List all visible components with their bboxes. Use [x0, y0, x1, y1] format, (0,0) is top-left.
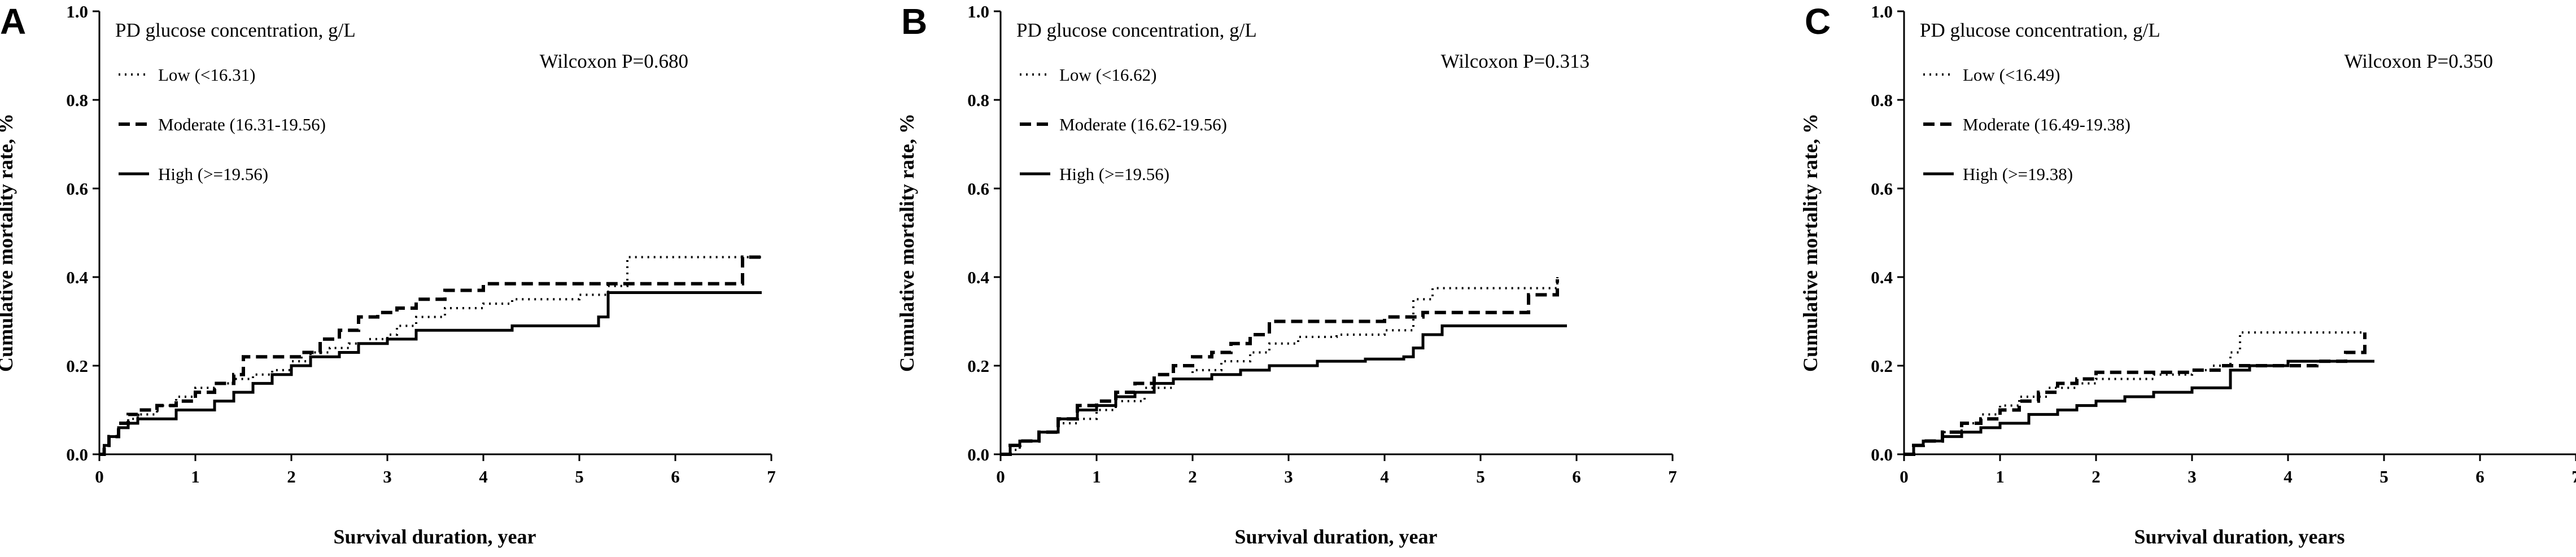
- panel-b-legend-label: Low (<16.62): [1059, 65, 1156, 85]
- panel-c-series-dashed: [1904, 332, 2367, 456]
- panel-c-x-axis-title: Survival duration, years: [2134, 525, 2344, 548]
- panel-a-x-tick-label: 2: [287, 467, 296, 486]
- panel-c-y-tick-label: 0.4: [1871, 267, 1893, 287]
- panel-c-y-tick-label: 0.0: [1871, 445, 1893, 464]
- panel-b-y-tick-label: 0.6: [967, 179, 989, 199]
- panel-c-y-tick-label: 0.2: [1871, 356, 1893, 376]
- panel-b-y-tick-label: 0.8: [967, 90, 989, 110]
- panel-c-legend-label: Low (<16.49): [1963, 65, 2060, 85]
- panel-a-x-tick-label: 6: [671, 467, 680, 486]
- panel-c-x-tick-label: 3: [2188, 467, 2197, 486]
- panel-b-series-dotted: [1001, 277, 1558, 455]
- panel-a-x-tick-label: 0: [95, 467, 104, 486]
- panel-c-x-tick-label: 6: [2475, 467, 2485, 486]
- panel-b-y-tick-label: 0.2: [967, 356, 989, 376]
- panel-c-x-tick-label: 7: [2571, 467, 2576, 486]
- panel-a-legend-label: Low (<16.31): [158, 65, 255, 85]
- panel-a-y-tick-label: 0.4: [66, 267, 88, 287]
- panel-c-y-tick-label: 1.0: [1871, 2, 1893, 21]
- panel-b-y-tick-label: 0.4: [967, 267, 989, 287]
- panel-c-x-tick-label: 2: [2092, 467, 2101, 486]
- panel-a-y-tick-label: 0.2: [66, 356, 88, 376]
- panel-c-pvalue: Wilcoxon P=0.350: [2344, 50, 2493, 72]
- panel-c-x-tick-label: 5: [2379, 467, 2389, 486]
- panel-c-legend-label: High (>=19.38): [1963, 164, 2073, 184]
- panel-b-y-tick-label: 1.0: [967, 2, 989, 21]
- panel-b: B 0.0 0.2 0.4 0.6 0.8 1.0 0 1 2 3 4 5 6 7 PD glucose c…: [896, 1, 1677, 548]
- panel-b-x-tick-label: 0: [996, 467, 1005, 486]
- panel-b-legend-label: Moderate (16.62-19.56): [1059, 115, 1227, 134]
- panel-c: C 0.0 0.2 0.4 0.6 0.8 1.0 0 1 2 3 4 5 6 7 PD glucose c…: [1799, 1, 2576, 548]
- panel-c-x-tick-label: 4: [2284, 467, 2293, 486]
- panel-c-letter: C: [1805, 1, 1831, 42]
- panel-c-legend-label: Moderate (16.49-19.38): [1963, 115, 2130, 134]
- panel-a-plot-area: 0.0 0.2 0.4 0.6 0.8 1.0 0 1 2 3 4 5 6 7 PD glucose con…: [66, 2, 776, 486]
- panel-b-plot-area: 0.0 0.2 0.4 0.6 0.8 1.0 0 1 2 3 4 5 6 7 PD glucose con…: [967, 2, 1677, 486]
- panel-b-series-dashed: [1001, 279, 1559, 456]
- panel-a-legend-label: High (>=19.56): [158, 164, 268, 184]
- panel-a-pvalue: Wilcoxon P=0.680: [540, 50, 688, 72]
- panel-a-legend-label: Moderate (16.31-19.56): [158, 115, 326, 134]
- panel-c-y-tick-label: 0.6: [1871, 179, 1893, 199]
- panel-c-x-tick-label: 0: [1900, 467, 1909, 486]
- panel-b-pvalue: Wilcoxon P=0.313: [1441, 50, 1590, 72]
- panel-a-series-dashed: [99, 255, 762, 456]
- panel-c-y-axis-title: Cumulative mortality rate, %: [1799, 113, 1822, 372]
- panel-a-y-tick-label: 0.8: [66, 90, 88, 110]
- panel-a-y-tick-label: 0.0: [66, 445, 88, 464]
- panel-a-y-tick-label: 0.6: [66, 179, 88, 199]
- panel-a-x-tick-label: 1: [191, 467, 200, 486]
- panel-c-series-dotted: [1904, 331, 2365, 455]
- panel-c-y-tick-label: 0.8: [1871, 90, 1893, 110]
- panel-b-x-tick-label: 7: [1668, 467, 1677, 486]
- panel-b-y-tick-label: 0.0: [967, 445, 989, 464]
- panel-b-x-tick-label: 2: [1188, 467, 1197, 486]
- panel-b-y-axis-title: Cumulative mortality rate, %: [896, 113, 918, 372]
- panel-b-x-tick-label: 1: [1092, 467, 1101, 486]
- panel-b-x-tick-label: 3: [1284, 467, 1293, 486]
- panel-a-x-tick-label: 3: [383, 467, 392, 486]
- panel-a-y-tick-label: 1.0: [66, 2, 88, 21]
- panel-c-series-solid: [1904, 359, 2374, 456]
- panel-b-letter: B: [901, 1, 927, 42]
- panel-b-legend-label: High (>=19.56): [1059, 164, 1169, 184]
- panel-a-x-tick-label: 7: [767, 467, 776, 486]
- panel-c-x-tick-label: 1: [1996, 467, 2005, 486]
- panel-a: A 0.0 0.2 0.4 0.6 0.8 1.0 0 1 2 3 4 5 6 7 PD glucose c…: [0, 1, 776, 548]
- panel-c-plot-area: 0.0 0.2 0.4 0.6 0.8 1.0 0 1 2 3 4 5 6 7 PD glucose con…: [1871, 2, 2576, 486]
- panel-b-series-solid: [1001, 324, 1567, 456]
- panel-a-legend-title: PD glucose concentration, g/L: [115, 19, 356, 41]
- panel-b-x-tick-label: 4: [1380, 467, 1389, 486]
- panel-a-x-tick-label: 5: [575, 467, 584, 486]
- panel-b-x-tick-label: 5: [1476, 467, 1485, 486]
- panel-b-x-tick-label: 6: [1572, 467, 1581, 486]
- panel-a-x-tick-label: 4: [479, 467, 488, 486]
- panel-a-series-solid: [99, 291, 762, 456]
- panel-b-x-axis-title: Survival duration, year: [1234, 525, 1437, 548]
- panel-a-letter: A: [0, 1, 26, 42]
- panel-a-x-axis-title: Survival duration, year: [333, 525, 536, 548]
- panel-b-legend-title: PD glucose concentration, g/L: [1016, 19, 1257, 41]
- panel-c-legend-title: PD glucose concentration, g/L: [1920, 19, 2160, 41]
- panel-a-series-dotted: [99, 256, 762, 455]
- panel-a-y-axis-title: Cumulative mortality rate, %: [0, 113, 17, 372]
